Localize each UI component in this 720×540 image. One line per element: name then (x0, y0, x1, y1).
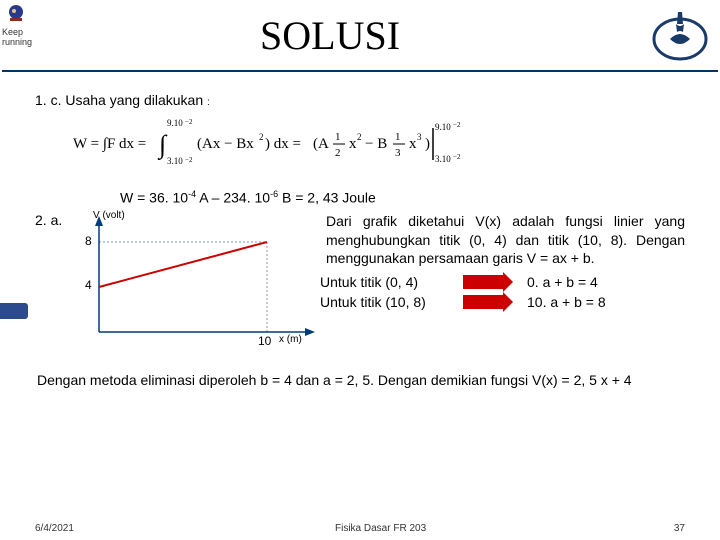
svg-text:x: x (409, 136, 417, 152)
svg-text:2: 2 (357, 132, 362, 142)
integral-formula: W = ∫F dx = 9.10 −2 ∫ 3.10 −2 (Ax − Bx 2… (73, 116, 685, 171)
y-tick-4: 4 (85, 278, 92, 292)
svg-text:−2: −2 (185, 156, 193, 164)
institution-logo-icon (650, 4, 710, 64)
equation-row-1: Untuk titik (0, 4) 0. a + b = 4 (320, 274, 685, 290)
svg-text:1: 1 (395, 131, 401, 143)
slide-content: 1. c. Usaha yang dilakukan : W = ∫F dx =… (0, 72, 720, 398)
slide-title: SOLUSI (260, 12, 400, 59)
svg-text:−2: −2 (453, 153, 461, 161)
svg-text:3.10: 3.10 (167, 156, 183, 166)
footer-date: 6/4/2021 (35, 523, 295, 534)
slide-header: Keep running SOLUSI (0, 0, 720, 70)
svg-text:2: 2 (259, 132, 264, 142)
footer-course: Fisika Dasar FR 203 (295, 523, 645, 534)
sonic-icon (4, 2, 28, 26)
svg-text:) dx =: ) dx = (265, 136, 301, 152)
svg-text:x: x (349, 136, 357, 152)
svg-text:W = ∫F dx =: W = ∫F dx = (73, 136, 146, 152)
x-axis-label: x (m) (279, 334, 302, 345)
svg-text:(Ax − Bx: (Ax − Bx (197, 136, 254, 152)
svg-text:2: 2 (335, 147, 341, 159)
svg-text:): ) (425, 136, 430, 152)
svg-text:3: 3 (395, 147, 401, 159)
explanation-text: Dari grafik diketahui V(x) adalah fungsi… (320, 212, 685, 269)
svg-text:3: 3 (417, 132, 422, 142)
keep-running-label: Keep running (2, 28, 32, 48)
item-1c-label: 1. c. Usaha yang dilakukan : (35, 92, 685, 108)
conclusion-text: Dengan metoda eliminasi diperoleh b = 4 … (35, 372, 685, 388)
y-axis-label: V (volt) (93, 210, 125, 221)
svg-text:(A: (A (313, 136, 329, 152)
footer-page: 37 (645, 523, 685, 534)
slide-footer: 6/4/2021 Fisika Dasar FR 203 37 (0, 523, 720, 534)
voltage-chart: V (volt) 8 4 10 x (m) (85, 212, 320, 362)
svg-text:−2: −2 (453, 121, 461, 129)
y-tick-8: 8 (85, 234, 92, 248)
side-tab (0, 303, 28, 319)
svg-text:9.10: 9.10 (435, 122, 451, 132)
svg-text:9.10: 9.10 (167, 118, 183, 128)
arrow-icon (463, 275, 503, 289)
item-2a-label: 2. a. (35, 212, 85, 228)
x-tick-10: 10 (258, 334, 271, 348)
work-result: W = 36. 10-4 A – 234. 10-6 B = 2, 43 Jou… (120, 189, 685, 206)
arrow-icon (463, 295, 503, 309)
svg-text:−2: −2 (185, 118, 193, 126)
svg-text:− B: − B (365, 136, 387, 152)
chart-svg (85, 212, 320, 352)
svg-text:1: 1 (335, 131, 341, 143)
equation-row-2: Untuk titik (10, 8) 10. a + b = 8 (320, 294, 685, 310)
svg-text:3.10: 3.10 (435, 154, 451, 164)
